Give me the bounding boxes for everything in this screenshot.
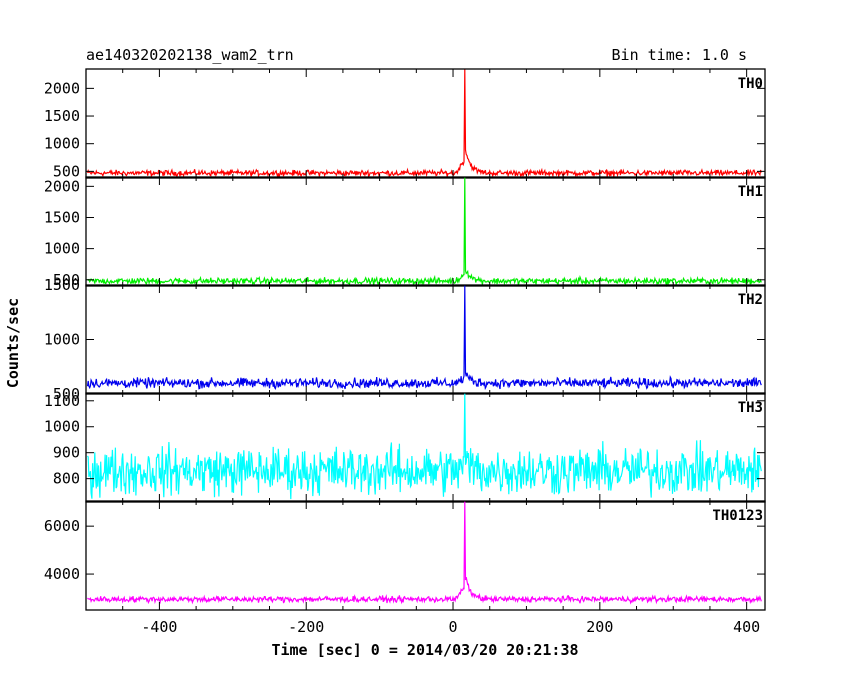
y-tick-label: 1000: [44, 331, 80, 349]
x-tick-label: 200: [586, 618, 613, 636]
light-curve-th1: [87, 176, 762, 288]
panel-th0123: 4000 6000 TH0123: [44, 500, 766, 611]
y-tick-label: 2000: [44, 177, 80, 195]
panel-th0: 500 1000 1500 2000 TH0: [44, 68, 766, 180]
light-curve-th0: [86, 68, 762, 179]
y-tick-label: 800: [53, 470, 80, 488]
y-tick-label: 1000: [44, 135, 80, 153]
panel-label: TH1: [738, 184, 763, 200]
y-tick-label: 2000: [44, 79, 80, 97]
panel-th1: 500 1000 1500 2000 TH1: [44, 176, 766, 289]
x-tick-label: -200: [288, 618, 324, 636]
panel-th3: 800 900 1000 1100 TH3: [44, 392, 766, 503]
panel-frame: [85, 500, 766, 611]
chart-title: ae140320202138_wam2_trn: [86, 46, 294, 64]
y-tick-label: 1000: [44, 240, 80, 258]
y-tick-label: 500: [53, 162, 80, 180]
panel-frame: [85, 392, 766, 503]
y-tick-label: 6000: [44, 517, 80, 535]
light-curve-th3: [86, 392, 762, 500]
panel-label: TH2: [738, 292, 763, 308]
panel-label: TH0123: [712, 508, 763, 524]
x-axis-title: Time [sec] 0 = 2014/03/20 20:21:38: [271, 641, 578, 659]
light-curve-th0123: [87, 500, 762, 605]
light-curve-th2: [86, 284, 762, 391]
y-axis-title: Counts/sec: [4, 298, 22, 388]
panel-th2: 500 1000 1500 TH2: [44, 276, 766, 403]
x-tick-label: -400: [141, 618, 177, 636]
y-tick-label: 1000: [44, 418, 80, 436]
y-tick-label: 1100: [44, 392, 80, 410]
y-tick-label: 900: [53, 444, 80, 462]
y-tick-label: 1500: [44, 276, 80, 294]
y-tick-label: 4000: [44, 565, 80, 583]
y-tick-label: 500: [53, 271, 80, 289]
y-tick-label: 500: [53, 385, 80, 403]
panel-label: TH0: [738, 76, 763, 92]
y-tick-label: 1500: [44, 208, 80, 226]
panel-label: TH3: [738, 400, 763, 416]
panel-frame: [85, 284, 766, 395]
x-tick-label: 400: [733, 618, 760, 636]
x-tick-label: 0: [449, 618, 458, 636]
panel-frame: [85, 176, 766, 287]
panel-frame: [85, 68, 766, 179]
chart-subtitle: Bin time: 1.0 s: [612, 46, 747, 64]
y-tick-label: 1500: [44, 107, 80, 125]
